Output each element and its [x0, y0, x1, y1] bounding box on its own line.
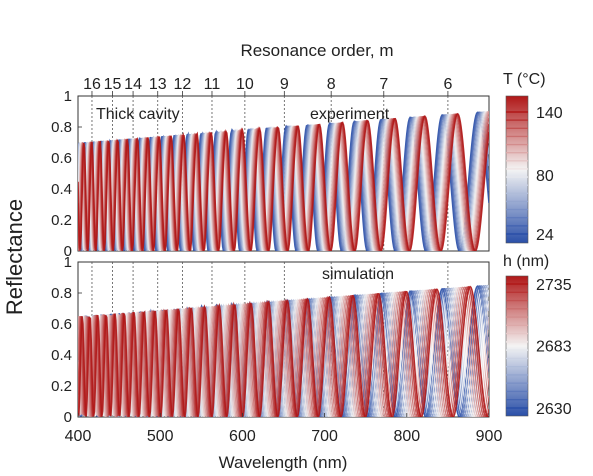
order-label-8: 8 — [327, 76, 336, 93]
y-tick-label: 0.8 — [51, 285, 72, 302]
x-ticks: 400 500 600 700 800 900 — [65, 413, 503, 445]
y-tick-label: 0.6 — [51, 316, 72, 333]
y-tick-label: 0.2 — [51, 212, 72, 229]
thick-cavity-label: Thick cavity — [96, 106, 180, 123]
simulation-y-ticks: 0 0.2 0.4 0.6 0.8 1 — [51, 254, 82, 426]
simulation-curves — [78, 284, 489, 417]
thickness-colorbar-scale — [505, 275, 529, 417]
resonance-order-labels: 16 15 14 13 12 11 10 9 8 7 6 — [83, 76, 452, 96]
thickness-tick-label: 2630 — [536, 401, 572, 418]
order-label-16: 16 — [83, 76, 101, 93]
y-tick-label: 0.2 — [51, 378, 72, 395]
y-tick-label: 0.4 — [51, 181, 72, 198]
simulation-trace — [78, 285, 489, 417]
temperature-colorbar-stripes — [506, 111, 528, 235]
x-tick-label: 900 — [476, 428, 503, 445]
x-axis-label: Wavelength (nm) — [219, 453, 348, 472]
y-tick-label: 0.8 — [51, 119, 72, 136]
thickness-colorbar-ticks: 2735 2683 2630 — [536, 277, 572, 418]
y-tick-label: 1 — [64, 88, 72, 105]
top-axis-label: Resonance order, m — [240, 41, 393, 60]
thickness-tick-label: 2683 — [536, 338, 572, 355]
y-tick-label: 0.4 — [51, 347, 72, 364]
x-tick-label: 700 — [311, 428, 338, 445]
temperature-colorbar: T (°C) 140 80 24 — [503, 71, 563, 244]
y-tick-label: 0 — [64, 243, 72, 260]
experiment-trace — [78, 112, 489, 251]
order-label-9: 9 — [280, 76, 289, 93]
order-label-12: 12 — [173, 76, 191, 93]
x-tick-label: 600 — [229, 428, 256, 445]
thickness-colorbar: h (nm) 2735 2683 2630 — [503, 253, 572, 418]
thickness-colorbar-stripes — [506, 283, 528, 409]
x-tick-label: 400 — [65, 428, 92, 445]
order-label-7: 7 — [379, 76, 388, 93]
experiment-curves — [78, 110, 489, 251]
temperature-colorbar-ticks: 140 80 24 — [536, 105, 563, 244]
y-tick-label: 0 — [64, 409, 72, 426]
simulation-trace — [78, 286, 489, 417]
experiment-label: experiment — [310, 106, 390, 123]
simulation-trace — [78, 286, 489, 417]
order-label-13: 13 — [149, 76, 167, 93]
order-label-6: 6 — [443, 76, 452, 93]
temperature-colorbar-title: T (°C) — [503, 71, 546, 88]
thickness-tick-label: 2735 — [536, 277, 572, 294]
simulation-label: simulation — [322, 266, 394, 283]
simulation-panel: 0 0.2 0.4 0.6 0.8 1 simulation 400 500 600 700 80… — [51, 254, 502, 445]
experiment-panel: 0 0.2 0.4 0.6 0.8 1 Thick cavity experiment — [51, 88, 490, 260]
x-tick-label: 800 — [393, 428, 420, 445]
temperature-tick-label: 80 — [536, 168, 554, 185]
y-axis-label: Reflectance — [2, 199, 27, 315]
temperature-tick-label: 140 — [536, 105, 563, 122]
experiment-y-ticks: 0 0.2 0.4 0.6 0.8 1 — [51, 88, 82, 260]
simulation-trace — [78, 287, 489, 417]
thickness-colorbar-title: h (nm) — [503, 253, 549, 270]
temperature-tick-label: 24 — [536, 227, 554, 244]
y-tick-label: 0.6 — [51, 150, 72, 167]
order-label-14: 14 — [124, 76, 142, 93]
y-tick-label: 1 — [64, 254, 72, 271]
x-tick-label: 500 — [147, 428, 174, 445]
order-label-15: 15 — [104, 76, 122, 93]
simulation-trace — [78, 287, 489, 417]
order-label-11: 11 — [204, 76, 221, 93]
order-label-10: 10 — [236, 76, 254, 93]
